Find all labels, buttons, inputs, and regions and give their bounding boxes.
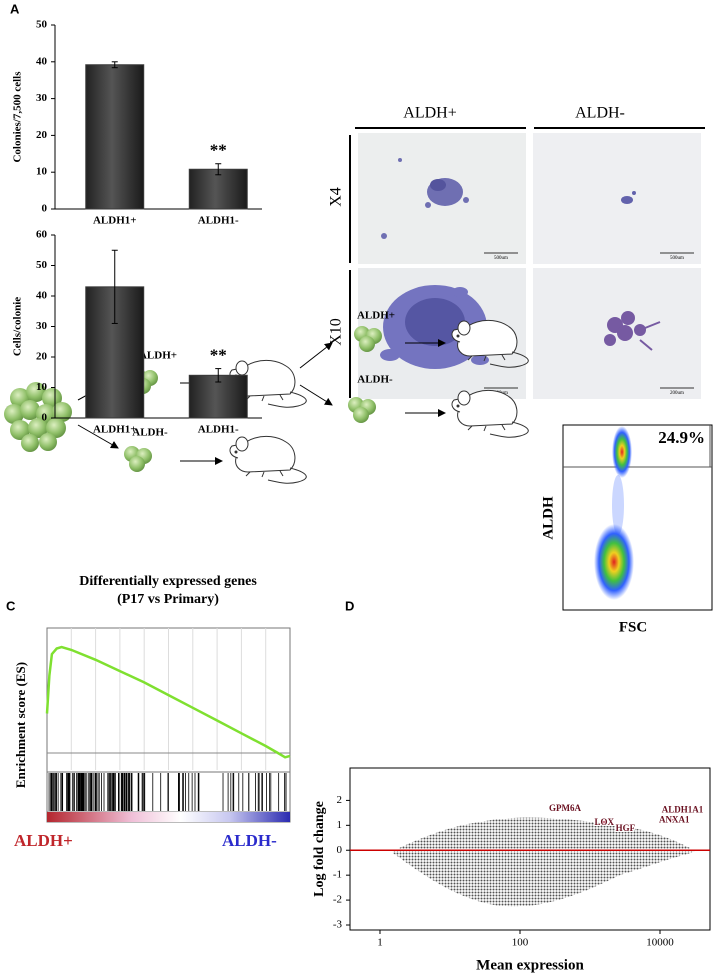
colony — [381, 158, 469, 239]
population-label: ALDH- — [132, 427, 168, 439]
y-tick-label: -1 — [333, 869, 342, 881]
scale-label: 500um — [670, 256, 684, 261]
bar — [188, 374, 248, 419]
column-header: ALDH- — [575, 105, 625, 122]
y-axis-label: Colonies/7,500 cells — [12, 71, 24, 163]
colony — [604, 311, 661, 351]
y-tick-label: 30 — [36, 320, 48, 332]
colony — [621, 191, 636, 204]
axis-label: ALDH — [540, 496, 556, 540]
panel-label: C — [6, 598, 16, 613]
significance-label: ** — [210, 345, 227, 364]
population-density — [612, 426, 632, 478]
y-tick-label: -2 — [333, 894, 342, 906]
x-tick-label: ALDH1+ — [93, 215, 137, 227]
cell-cluster — [124, 446, 152, 472]
gene-label: GPM6A — [549, 803, 581, 813]
y-tick-label: 1 — [337, 819, 343, 831]
y-tick-label: 20 — [36, 129, 48, 141]
chart-title: Differentially expressed genes — [79, 574, 257, 589]
gene-label: LOX — [595, 817, 615, 827]
x-tick-label: ALDH1- — [198, 424, 239, 436]
x-axis-label: Mean expression — [476, 957, 584, 973]
population-density — [594, 524, 634, 600]
y-tick-label: 30 — [36, 92, 48, 104]
y-tick-label: 20 — [36, 351, 48, 363]
flow-plot: 24.9% ALDH FSC — [540, 424, 713, 635]
y-tick-label: 50 — [36, 259, 48, 271]
arrow — [299, 342, 333, 369]
row-header: X10 — [328, 318, 345, 346]
group-label: ALDH- — [222, 831, 277, 850]
expression-cloud — [393, 817, 695, 907]
y-axis-label: Enrichment score (ES) — [13, 662, 28, 788]
y-tick-label: 40 — [36, 55, 48, 67]
x-tick-label: 1 — [377, 937, 383, 949]
row-header: X4 — [328, 187, 345, 207]
gene-label: HGF — [616, 823, 636, 833]
gene-point — [672, 818, 677, 823]
population-density — [612, 475, 624, 535]
bar — [85, 64, 145, 210]
y-tick-label: 0 — [42, 412, 48, 424]
gate-percent: 24.9% — [658, 428, 705, 447]
y-tick-label: 10 — [36, 166, 48, 178]
x-tick-label: 100 — [512, 937, 529, 949]
bar — [188, 168, 248, 210]
y-axis-label: Log fold change — [312, 801, 327, 897]
cell-cluster — [348, 397, 376, 423]
plot-frame — [562, 424, 713, 611]
gene-point — [680, 808, 685, 813]
gene-point — [563, 807, 568, 812]
gene-point — [623, 827, 628, 832]
arrow — [77, 424, 119, 449]
scale-label: 200um — [670, 391, 684, 396]
y-tick-label: 2 — [337, 794, 343, 806]
y-tick-label: 0 — [42, 203, 48, 215]
population-label: ALDH+ — [357, 310, 395, 322]
y-tick-label: 10 — [36, 381, 48, 393]
y-tick-label: 50 — [36, 19, 48, 31]
y-tick-label: -3 — [333, 919, 343, 931]
y-tick-label: 60 — [36, 229, 48, 241]
population-label: ALDH- — [357, 374, 393, 386]
rank-gradient — [47, 812, 290, 822]
y-axis-label: Cells/colonie — [12, 297, 24, 356]
y-tick-label: 40 — [36, 290, 48, 302]
group-label: ALDH+ — [14, 831, 73, 850]
cell-mass — [4, 382, 72, 452]
x-tick-label: ALDH1- — [198, 215, 239, 227]
micrograph — [533, 133, 701, 264]
grid — [70, 628, 267, 770]
es-curve — [45, 645, 291, 759]
axis-label: FSC — [619, 619, 647, 635]
mouse — [229, 435, 307, 484]
panel-label: D — [345, 598, 354, 613]
micrograph-grid: ALDH+ ALDH- X4 X10 500um 500um 200um 200… — [328, 105, 705, 399]
x-tick-label: ALDH1+ — [93, 424, 137, 436]
gene-label: ALDH1A1 — [662, 804, 704, 814]
micrograph — [533, 268, 701, 399]
significance-label: ** — [210, 141, 227, 160]
x-tick-label: 10000 — [646, 937, 674, 949]
scale-label: 500um — [494, 256, 508, 261]
lineage-diagram: ALDH+ ALDH- ALDH+ ALDH- — [4, 310, 529, 484]
panel-label: A — [10, 1, 20, 16]
arrow — [299, 384, 333, 406]
gene-point — [602, 820, 607, 825]
gene-label: ANXA1 — [659, 814, 690, 824]
chart-subtitle: (P17 vs Primary) — [117, 592, 219, 607]
column-header: ALDH+ — [403, 105, 456, 122]
y-tick-label: 0 — [337, 844, 343, 856]
population-label: ALDH+ — [139, 350, 177, 362]
